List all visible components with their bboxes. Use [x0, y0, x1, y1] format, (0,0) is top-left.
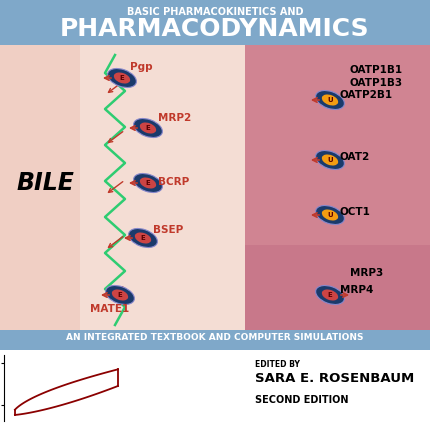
Text: E: E: [146, 125, 150, 131]
Text: OATP1B3: OATP1B3: [350, 78, 403, 88]
Text: Pgp: Pgp: [130, 62, 153, 72]
Ellipse shape: [316, 90, 344, 110]
Bar: [245, 45, 430, 330]
Ellipse shape: [129, 228, 157, 248]
Text: MRP3: MRP3: [350, 268, 383, 278]
Text: MRP4: MRP4: [340, 285, 373, 295]
Ellipse shape: [322, 95, 338, 105]
Bar: [0, 330, 430, 350]
Text: AN INTEGRATED TEXTBOOK AND COMPUTER SIMULATIONS: AN INTEGRATED TEXTBOOK AND COMPUTER SIMU…: [66, 333, 364, 342]
Text: EDITED BY: EDITED BY: [255, 360, 300, 369]
Text: OATP2B1: OATP2B1: [340, 90, 393, 100]
Ellipse shape: [322, 289, 338, 301]
Ellipse shape: [135, 233, 151, 243]
Text: BILE: BILE: [16, 171, 74, 195]
Text: U: U: [327, 97, 333, 103]
Text: MRP2: MRP2: [158, 113, 191, 123]
Ellipse shape: [106, 286, 135, 304]
Text: SECOND EDITION: SECOND EDITION: [255, 395, 348, 405]
Ellipse shape: [108, 68, 136, 87]
Ellipse shape: [140, 123, 156, 134]
Ellipse shape: [316, 286, 344, 304]
Text: MATE1: MATE1: [90, 304, 129, 314]
Ellipse shape: [316, 150, 344, 169]
Bar: [80, 45, 245, 330]
Text: U: U: [327, 157, 333, 163]
Bar: [0, 45, 245, 330]
Text: BSEP: BSEP: [153, 225, 183, 235]
Text: OAT2: OAT2: [340, 152, 370, 162]
Text: OCT1: OCT1: [340, 207, 371, 217]
Ellipse shape: [316, 206, 344, 224]
Ellipse shape: [140, 178, 156, 188]
Ellipse shape: [322, 154, 338, 166]
Bar: [0, 350, 430, 430]
Text: E: E: [328, 292, 332, 298]
Text: BCRP: BCRP: [158, 177, 189, 187]
Text: E: E: [120, 75, 124, 81]
Ellipse shape: [114, 73, 130, 83]
Text: E: E: [146, 180, 150, 186]
Ellipse shape: [134, 119, 163, 138]
Text: PHARMACODYNAMICS: PHARMACODYNAMICS: [60, 17, 370, 41]
Text: OATP1B1: OATP1B1: [350, 65, 403, 75]
Text: E: E: [118, 292, 123, 298]
Bar: [0, 0, 430, 45]
Ellipse shape: [134, 174, 163, 193]
Text: SARA E. ROSENBAUM: SARA E. ROSENBAUM: [255, 372, 414, 385]
Text: U: U: [327, 212, 333, 218]
Ellipse shape: [322, 209, 338, 221]
Ellipse shape: [112, 289, 128, 301]
Bar: [245, 45, 430, 245]
Text: E: E: [141, 235, 145, 241]
Text: BASIC PHARMACOKINETICS AND: BASIC PHARMACOKINETICS AND: [127, 7, 303, 17]
